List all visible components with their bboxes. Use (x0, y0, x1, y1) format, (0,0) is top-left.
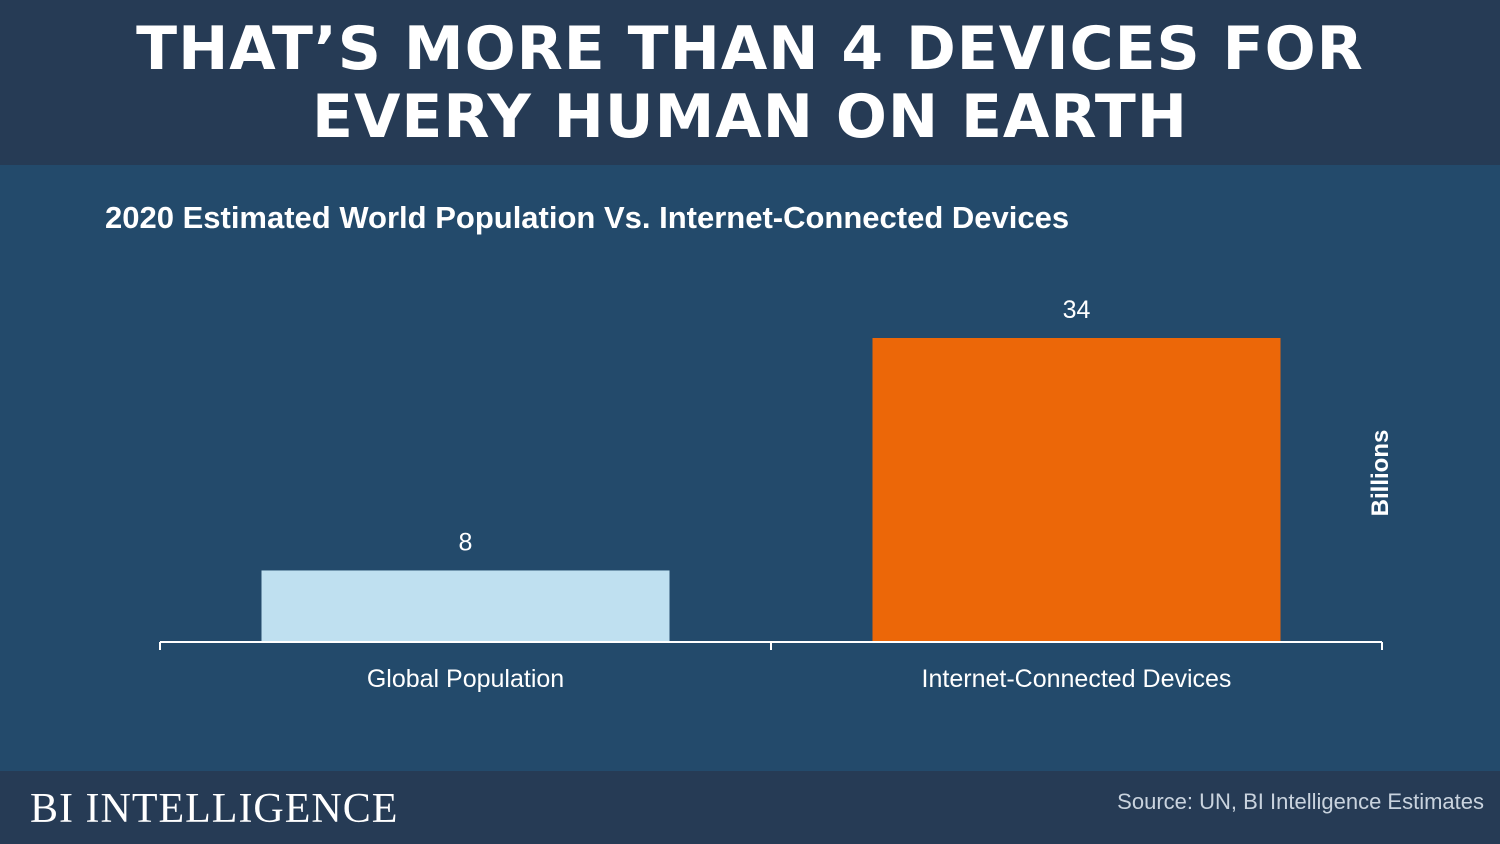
footer-bar: BI INTELLIGENCE Source: UN, BI Intellige… (0, 771, 1500, 844)
brand-logo: BI INTELLIGENCE (30, 786, 399, 832)
data-label: 34 (1063, 296, 1091, 324)
chart-title: 2020 Estimated World Population Vs. Inte… (105, 200, 1070, 235)
bar-internet-connected-devices (872, 338, 1281, 642)
x-tick-label: Global Population (367, 665, 564, 693)
source-note: Source: UN, BI Intelligence Estimates (1117, 789, 1484, 814)
x-tick-label: Internet-Connected Devices (922, 665, 1232, 693)
headline: THAT’S MORE THAN 4 DEVICES FOR EVERY HUM… (136, 13, 1364, 152)
bar-global-population (261, 570, 670, 642)
data-label: 8 (459, 528, 473, 556)
y-axis-label: Billions (1367, 430, 1394, 517)
header-banner: THAT’S MORE THAN 4 DEVICES FOR EVERY HUM… (0, 0, 1500, 165)
